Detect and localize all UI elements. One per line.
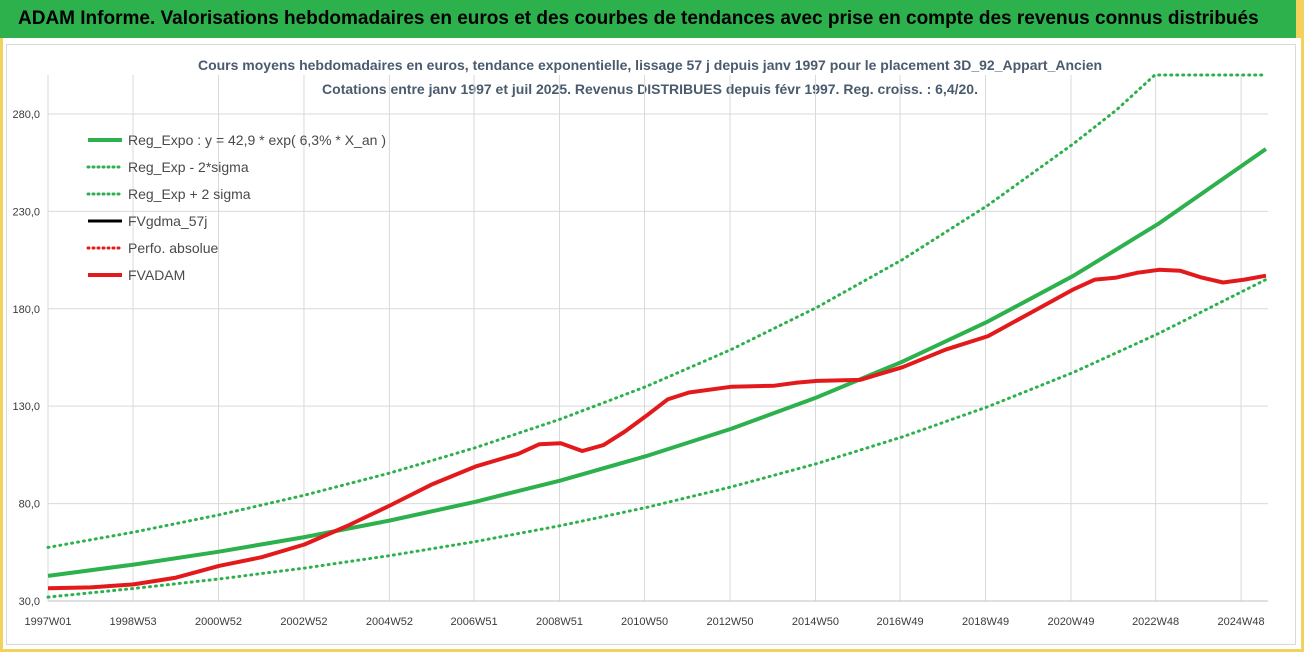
x-axis-ticks: 1997W01 1998W53 2000W52 2002W52 2004W52 2006W… bbox=[24, 616, 1264, 628]
x-tick-label: 2010W50 bbox=[621, 616, 668, 628]
chart-area-border bbox=[6, 44, 1296, 645]
chart-title-line1: Cours moyens hebdomadaires en euros, ten… bbox=[198, 57, 1102, 73]
banner-title: ADAM Informe. Valorisations hebdomadaire… bbox=[18, 8, 1259, 29]
x-tick-label: 2020W49 bbox=[1047, 616, 1094, 628]
series-line-2 bbox=[46, 73, 1268, 549]
y-tick-label: 30,0 bbox=[19, 596, 40, 608]
series-line-1 bbox=[46, 278, 1268, 599]
x-tick-label: 2024W48 bbox=[1218, 616, 1265, 628]
x-tick-label: 2012W50 bbox=[706, 616, 753, 628]
y-tick-label: 280,0 bbox=[12, 109, 40, 121]
x-tick-label: 2014W50 bbox=[792, 616, 839, 628]
x-tick-label: 1998W53 bbox=[109, 616, 156, 628]
legend-label: Perfo. absolue bbox=[128, 240, 218, 256]
y-tick-label: 80,0 bbox=[19, 499, 40, 511]
legend: Reg_Expo : y = 42,9 * exp( 6,3% * X_an )… bbox=[86, 132, 386, 283]
banner-accent bbox=[1296, 0, 1304, 38]
report-banner: ADAM Informe. Valorisations hebdomadaire… bbox=[0, 0, 1304, 38]
series-lines bbox=[46, 73, 1268, 599]
x-tick-label: 2022W48 bbox=[1132, 616, 1179, 628]
x-tick-label: 2018W49 bbox=[962, 616, 1009, 628]
legend-label: FVgdma_57j bbox=[128, 213, 207, 229]
x-tick-label: 1997W01 bbox=[24, 616, 71, 628]
series-line-0 bbox=[47, 147, 1268, 578]
y-tick-label: 230,0 bbox=[12, 206, 40, 218]
x-tick-label: 2008W51 bbox=[536, 616, 583, 628]
legend-label: Reg_Expo : y = 42,9 * exp( 6,3% * X_an ) bbox=[128, 132, 386, 148]
gridlines bbox=[47, 75, 1268, 602]
y-tick-label: 180,0 bbox=[12, 304, 40, 316]
x-tick-label: 2002W52 bbox=[280, 616, 327, 628]
x-tick-label: 2000W52 bbox=[195, 616, 242, 628]
legend-label: Reg_Exp - 2*sigma bbox=[128, 159, 249, 175]
y-axis-ticks: 30,0 80,0 130,0 180,0 230,0 280,0 bbox=[12, 109, 40, 608]
legend-label: FVADAM bbox=[128, 267, 185, 283]
series-line-3 bbox=[47, 268, 1267, 590]
x-tick-label: 2004W52 bbox=[366, 616, 413, 628]
x-tick-label: 2016W49 bbox=[877, 616, 924, 628]
legend-label: Reg_Exp + 2 sigma bbox=[128, 186, 251, 202]
chart-title-line2: Cotations entre janv 1997 et juil 2025. … bbox=[322, 81, 978, 97]
y-tick-label: 130,0 bbox=[12, 401, 40, 413]
series-line-5 bbox=[47, 267, 1267, 591]
x-tick-label: 2006W51 bbox=[450, 616, 497, 628]
